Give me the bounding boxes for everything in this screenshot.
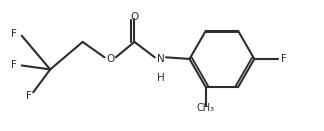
Text: F: F <box>11 61 17 70</box>
Text: F: F <box>11 29 17 39</box>
Text: H: H <box>156 73 164 83</box>
Text: F: F <box>281 54 286 64</box>
Text: N: N <box>156 54 164 64</box>
Text: O: O <box>106 54 114 64</box>
Text: O: O <box>130 12 139 22</box>
Text: F: F <box>26 91 32 101</box>
Text: CH₃: CH₃ <box>197 103 215 113</box>
